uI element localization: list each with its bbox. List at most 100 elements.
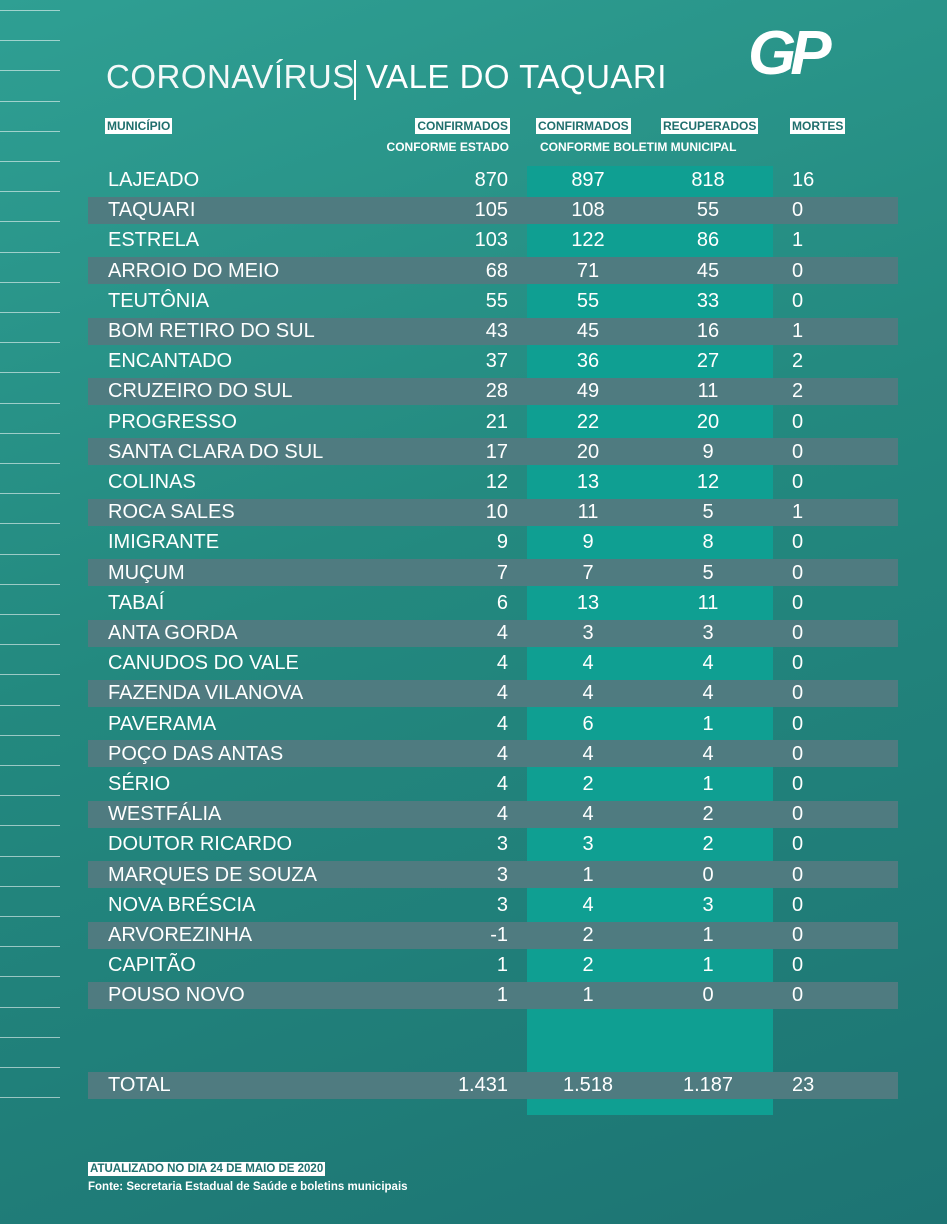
cell-confirmados-estado: 28 <box>485 380 508 403</box>
cell-confirmados-municipal: 3 <box>582 622 594 644</box>
decorative-line <box>0 402 60 404</box>
cell-confirmados-estado: 3 <box>496 833 508 856</box>
cell-mortes: 0 <box>792 863 804 886</box>
cell-municipio: TABAÍ <box>108 591 165 614</box>
cell-confirmados-municipal: 4 <box>582 652 594 675</box>
decorative-line <box>0 493 60 495</box>
cell-mortes: 2 <box>792 380 804 403</box>
cell-confirmados-municipal: 55 <box>576 289 600 312</box>
cell-municipio: ARVOREZINHA <box>108 924 253 946</box>
decorative-line <box>0 312 60 313</box>
cell-municipio: POUSO NOVO <box>108 984 245 1007</box>
cell-confirmados-estado: 103 <box>474 229 508 252</box>
decorative-line <box>0 191 60 193</box>
cell-confirmados-municipal: 4 <box>582 742 594 765</box>
cell-municipio: CRUZEIRO DO SUL <box>108 380 293 403</box>
cell-mortes: 2 <box>792 350 804 373</box>
row-stripe <box>88 438 898 466</box>
cell-municipio: POÇO DAS ANTAS <box>108 742 284 765</box>
cell-municipio: CANUDOS DO VALE <box>108 652 299 675</box>
cell-recuperados: 11 <box>697 380 719 403</box>
cell-municipio: SÉRIO <box>108 773 171 795</box>
decorative-line <box>0 765 60 766</box>
title-right: VALE DO TAQUARI <box>366 58 667 95</box>
row-stripe <box>88 679 898 707</box>
cell-confirmados-municipal: 6 <box>582 712 594 735</box>
cell-confirmados-estado: 43 <box>485 320 508 342</box>
decorative-line <box>0 70 60 72</box>
cell-recuperados: 2 <box>702 803 714 826</box>
cell-confirmados-estado: 6 <box>496 591 508 614</box>
cell-confirmados-estado: 4 <box>496 682 508 705</box>
header-mortes: MORTES <box>790 118 846 134</box>
decorative-line <box>0 1006 60 1008</box>
decorative-line <box>0 674 60 676</box>
decorative-line <box>0 795 60 797</box>
header-municipio: MUNICÍPIO <box>105 118 173 134</box>
cell-mortes: 1 <box>792 229 804 252</box>
cell-confirmados-estado: 3 <box>496 893 508 916</box>
decorative-line <box>0 825 60 827</box>
cell-confirmados-municipal: 49 <box>576 380 600 403</box>
cell-recuperados: 2 <box>702 833 714 856</box>
header-note: CONFORME ESTADO <box>386 140 509 154</box>
cell-mortes: 0 <box>792 622 804 644</box>
cell-recuperados: 8 <box>702 531 714 554</box>
cell-mortes: 1 <box>792 320 804 342</box>
decorative-line <box>0 372 60 374</box>
cell-confirmados-municipal: 13 <box>576 591 600 614</box>
cell-confirmados-municipal: 2 <box>582 773 594 795</box>
cell-recuperados: 1 <box>702 773 714 795</box>
cell-municipio: NOVA BRÉSCIA <box>108 893 256 916</box>
cell-mortes: 0 <box>792 833 804 856</box>
cell-recuperados: 20 <box>696 410 720 433</box>
decorative-line <box>0 704 60 706</box>
row-stripe <box>88 800 898 828</box>
row-stripe <box>88 619 898 647</box>
cell-mortes: 0 <box>792 682 804 705</box>
cell-mortes: 0 <box>792 712 804 735</box>
cell-confirmados-municipal: 3 <box>582 833 594 856</box>
cell-confirmados-estado: 1 <box>496 954 508 977</box>
cell-mortes: 0 <box>792 652 804 675</box>
cell-municipio: WESTFÁLIA <box>108 803 222 826</box>
cell-mortes: 0 <box>792 893 804 916</box>
cell-mortes: 0 <box>792 954 804 977</box>
row-stripe <box>88 861 898 889</box>
cell-recuperados: 4 <box>702 682 714 705</box>
cell-mortes: 0 <box>792 289 804 312</box>
cell-confirmados-municipal: 20 <box>576 440 600 463</box>
header-recuperados: RECUPERADOS <box>661 118 759 134</box>
cell-recuperados: 4 <box>702 652 714 675</box>
cell-recuperados: 1 <box>702 924 714 946</box>
decorative-line <box>0 161 60 162</box>
cell-confirmados-municipal: 11 <box>577 501 599 524</box>
cell-recuperados: 1 <box>702 954 714 977</box>
cell-recuperados: 5 <box>702 501 714 524</box>
cell-confirmados-estado: 9 <box>496 531 508 554</box>
cell-confirmados-municipal: 1 <box>582 863 594 886</box>
cell-municipio: FAZENDA VILANOVA <box>108 682 304 705</box>
decorative-line <box>0 885 60 887</box>
decorative-line <box>0 40 60 42</box>
cell-confirmados-estado: 870 <box>474 169 508 191</box>
cell-recuperados: 9 <box>702 440 714 463</box>
cell-recuperados: 0 <box>702 863 714 886</box>
row-stripe <box>88 377 898 405</box>
cell-mortes: 0 <box>792 410 804 433</box>
cell-recuperados: 818 <box>691 169 725 191</box>
row-stripe <box>88 740 898 768</box>
title-left: CORONAVÍRUS <box>106 58 355 95</box>
header-note: CONFORME BOLETIM MUNICIPAL <box>540 140 737 154</box>
cell-municipio: DOUTOR RICARDO <box>108 833 293 856</box>
cell-recuperados: 0 <box>702 984 714 1007</box>
cell-municipio: LAJEADO <box>108 169 200 191</box>
decorative-line <box>0 976 60 978</box>
cell-confirmados-estado: 3 <box>496 863 508 886</box>
header-confirmados-municipal: CONFIRMADOS <box>536 118 631 134</box>
decorative-line <box>0 916 60 917</box>
cell-municipio: TAQUARI <box>108 199 196 222</box>
cell-recuperados: 12 <box>696 471 720 493</box>
decorative-line <box>0 614 60 615</box>
